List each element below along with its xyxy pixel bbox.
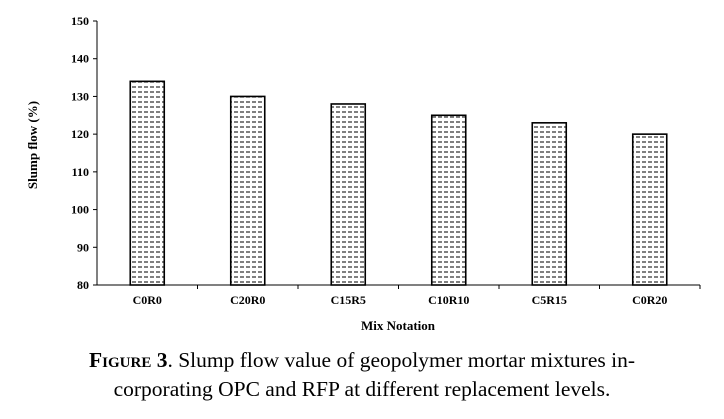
x-tick-label: C0R20 <box>632 293 667 307</box>
bar-c10r10 <box>430 114 467 286</box>
x-tick-label: C10R10 <box>428 293 469 307</box>
caption-figure-label: Figure 3 <box>89 348 168 372</box>
y-tick-label: 80 <box>77 278 89 292</box>
y-tick-label: 90 <box>77 240 89 254</box>
y-tick-label: 130 <box>71 89 89 103</box>
x-tick-label: C5R15 <box>532 293 567 307</box>
y-tick-label: 110 <box>72 165 89 179</box>
y-tick-label: 150 <box>71 14 89 28</box>
x-tick-label: C0R0 <box>133 293 162 307</box>
bar-c0r0 <box>129 80 166 286</box>
bar-c15r5 <box>330 103 367 286</box>
figure-caption: Figure 3. Slump flow value of geopolymer… <box>0 346 724 404</box>
plot-area: 80 90 100 110 120 130 140 150 C0R0 C20R0 C15R5 C10R… <box>71 14 701 307</box>
y-tick-label: 120 <box>71 127 89 141</box>
y-tick-label: 100 <box>71 203 89 217</box>
caption-text-line2: corporating OPC and RFP at different rep… <box>113 377 611 401</box>
bar-c20r0 <box>229 95 266 286</box>
x-tick-label: C15R5 <box>331 293 366 307</box>
bar-c5r15 <box>531 122 568 286</box>
x-tick-label: C20R0 <box>230 293 265 307</box>
y-axis-title: Slump flow (%) <box>25 101 40 189</box>
y-tick-label: 140 <box>71 52 89 66</box>
bar-c0r20 <box>631 133 668 286</box>
caption-text-line1: . Slump flow value of geopolymer mortar … <box>167 348 635 372</box>
x-axis-title: Mix Notation <box>361 318 436 333</box>
slump-flow-chart: 80 90 100 110 120 130 140 150 C0R0 C20R0 C15R5 C10R… <box>25 14 701 333</box>
